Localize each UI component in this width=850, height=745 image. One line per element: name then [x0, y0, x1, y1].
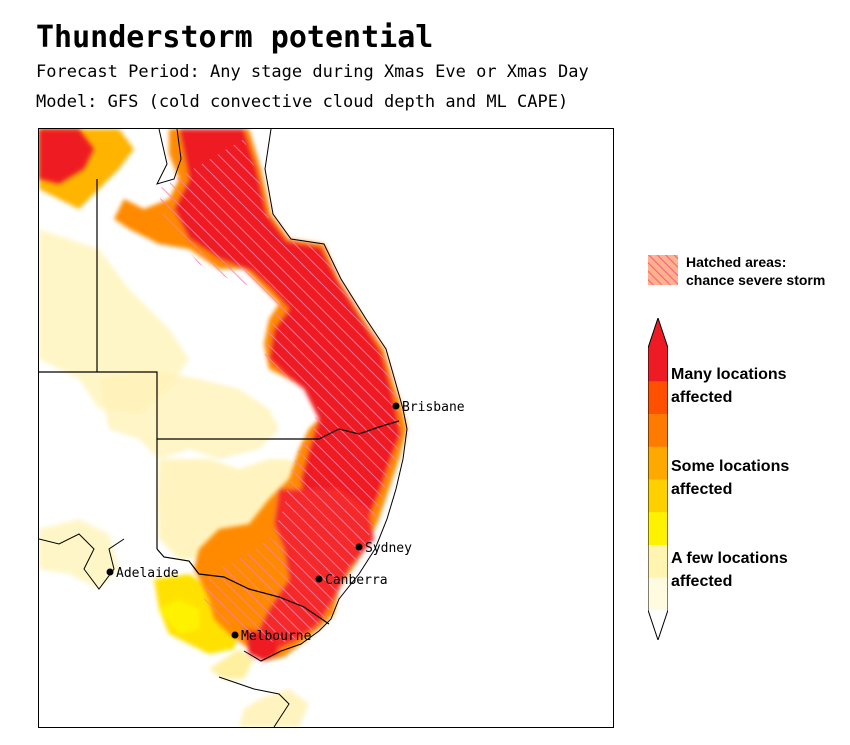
adelaide-marker: [106, 568, 114, 576]
melbourne-label: Melbourne: [241, 629, 312, 644]
colorbar-segment: [648, 380, 668, 414]
forecast-period-text: Forecast Period: Any stage during Xmas E…: [36, 62, 589, 82]
melbourne-marker: [231, 631, 239, 639]
colorbar-bottom-arrow: [648, 610, 668, 640]
model-text: Model: GFS (cold convective cloud depth …: [36, 92, 569, 112]
state-borders: [39, 179, 400, 625]
city-markers: [106, 402, 400, 639]
legend-level-many: Many locations affected: [671, 366, 787, 406]
pale-areas: [39, 229, 309, 727]
colorbar-top-arrow: [648, 318, 668, 348]
colorbar-segment: [648, 446, 668, 480]
map-panel: Brisbane Sydney Canberra Adelaide Melbou…: [38, 128, 614, 728]
brisbane-marker: [392, 402, 400, 410]
legend-level-few: A few locations affected: [671, 550, 788, 590]
colorbar-segment: [648, 479, 668, 513]
severe-hatch: [159, 139, 401, 644]
city-labels: Brisbane Sydney Canberra Adelaide Melbou…: [116, 400, 465, 644]
sydney-marker: [355, 543, 363, 551]
hatch-legend-swatch: [648, 255, 678, 285]
chart-title: Thunderstorm potential: [36, 20, 434, 55]
colorbar-segment: [648, 544, 668, 578]
canberra-marker: [315, 575, 323, 583]
hatch-legend-title: Hatched areas:: [686, 254, 787, 270]
adelaide-label: Adelaide: [116, 566, 179, 581]
hatch-legend-desc: chance severe storm: [686, 272, 826, 288]
colorbar-segment: [648, 348, 668, 382]
colorbar-segment: [648, 413, 668, 447]
canberra-label: Canberra: [325, 573, 388, 588]
legend-level-some: Some locations affected: [671, 458, 790, 498]
coastline: [39, 129, 408, 727]
hatch-legend-text: Hatched areas: chance severe storm: [686, 253, 825, 289]
sydney-label: Sydney: [365, 541, 412, 556]
brisbane-label: Brisbane: [402, 400, 465, 415]
colorbar-segment: [648, 577, 668, 611]
colorbar: [648, 318, 668, 640]
colorbar-segment: [648, 511, 668, 545]
